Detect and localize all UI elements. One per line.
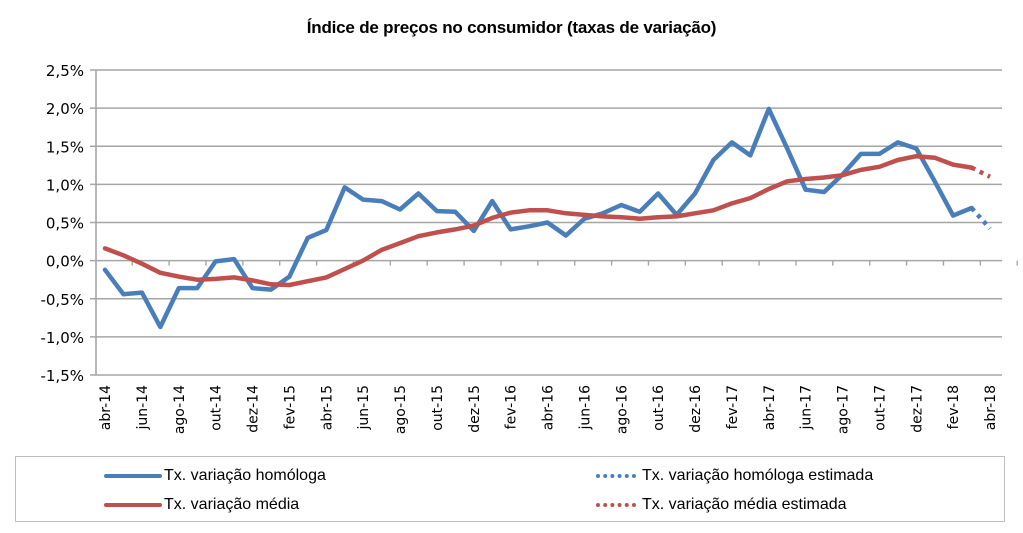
x-tick-label: out-17	[872, 385, 888, 431]
x-tick-label: jun-16	[577, 385, 593, 431]
y-tick-label: 2,5%	[46, 62, 84, 80]
x-tick-label: jun-14	[135, 385, 151, 431]
x-tick-label: abr-16	[541, 385, 557, 430]
y-tick-label: 1,0%	[46, 176, 84, 194]
legend-label: Tx. variação média	[164, 496, 300, 513]
legend-swatch-dotted-red	[596, 503, 636, 507]
x-tick-label: abr-14	[98, 385, 114, 430]
y-tick-label: -1,5%	[40, 367, 84, 385]
legend-item-homologa: Tx. variação homóloga	[104, 465, 326, 487]
y-tick-label: 2,0%	[46, 100, 84, 118]
x-tick-label: abr-17	[762, 385, 778, 430]
x-tick-label: out-14	[209, 385, 225, 431]
x-tick-label: fev-15	[282, 385, 298, 429]
line-chart: 2,5%2,0%1,5%1,0%0,5%0,0%-0,5%-1,0%-1,5% …	[40, 62, 1018, 434]
legend-item-media: Tx. variação média	[104, 494, 299, 516]
legend-item-media-estimada: Tx. variação média estimada	[596, 494, 847, 516]
y-tick-label: 0,0%	[46, 253, 84, 271]
legend-label: Tx. variação média estimada	[642, 496, 847, 513]
x-tick-label: abr-18	[983, 385, 999, 430]
x-tick-label: fev-17	[725, 385, 741, 429]
x-tick-label: ago-15	[393, 385, 409, 434]
series-line-1	[969, 206, 992, 231]
y-axis-ticks: 2,5% 2,0% 1,5% 1,0% 0,5% 0,0% -0,5% -1,0% -1,5%	[40, 62, 84, 385]
y-tick-label: 1,5%	[46, 138, 84, 156]
x-tick-label: fev-16	[504, 385, 520, 429]
y-tick-label: 0,5%	[46, 215, 84, 233]
x-tick-label: out-15	[430, 385, 446, 431]
x-tick-label: jun-15	[356, 385, 372, 431]
x-tick-label: ago-17	[836, 385, 852, 434]
x-tick-label: dez-15	[467, 385, 483, 433]
series-line-2	[102, 153, 974, 288]
x-tick-label: out-16	[651, 385, 667, 431]
x-axis-ticks: abr-14 jun-14 ago-14 out-14 dez-14 fev-15 abr-…	[98, 385, 999, 434]
y-tick-label: -0,5%	[40, 291, 84, 309]
x-tick-label: dez-16	[688, 385, 704, 433]
legend-swatch-solid-blue	[104, 474, 162, 478]
x-tick-label: dez-17	[909, 385, 925, 433]
series-lines	[102, 106, 992, 330]
series-line-3	[970, 165, 992, 179]
x-tick-label: jun-17	[799, 385, 815, 431]
chart-title: Índice de preços no consumidor (taxas de…	[306, 18, 717, 37]
x-tick-label: abr-15	[319, 385, 335, 430]
x-tick-label: ago-16	[614, 385, 630, 434]
x-tick-label: ago-14	[172, 385, 188, 434]
x-tick-label: fev-18	[946, 385, 962, 429]
series-line-0	[102, 106, 974, 330]
legend-label: Tx. variação homóloga	[164, 467, 326, 484]
legend-label: Tx. variação homóloga estimada	[642, 467, 874, 484]
x-tick-label: dez-14	[246, 385, 262, 433]
legend-swatch-solid-red	[104, 503, 162, 507]
legend-item-homologa-estimada: Tx. variação homóloga estimada	[596, 465, 873, 487]
chart-legend: Tx. variação homóloga Tx. variação homól…	[15, 456, 1005, 522]
y-tick-label: -1,0%	[40, 329, 84, 347]
legend-swatch-dotted-blue	[596, 474, 636, 478]
axes	[95, 70, 1018, 375]
